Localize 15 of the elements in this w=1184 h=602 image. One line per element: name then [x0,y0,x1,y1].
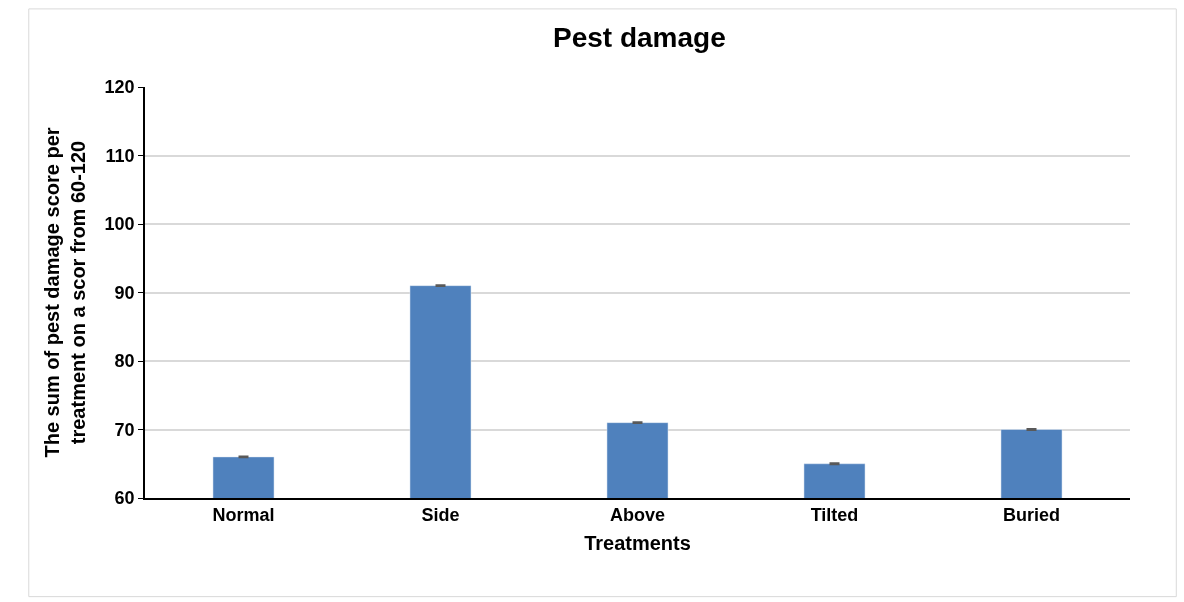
x-tick-label: Tilted [810,505,859,526]
y-tick-label: 120 [104,77,135,98]
y-tick-label: 60 [114,488,135,509]
y-axis-title: The sum of pest damage score per treatment on a scor from 60-120 [40,127,89,458]
y-tick-label: 90 [114,282,135,303]
y-tick-label: 110 [105,145,135,166]
y-tick-label: 70 [114,419,135,440]
y-tick-label: 80 [114,351,135,372]
chart-title: Pest damage [552,21,726,53]
x-tick-label: Side [421,505,460,526]
y-tick-label: 100 [104,214,135,235]
x-tick-label: Buried [1002,505,1061,526]
x-tick-label: Normal [212,505,275,526]
x-tick-label: Above [609,505,666,526]
x-axis-title: Treatments [584,532,691,555]
